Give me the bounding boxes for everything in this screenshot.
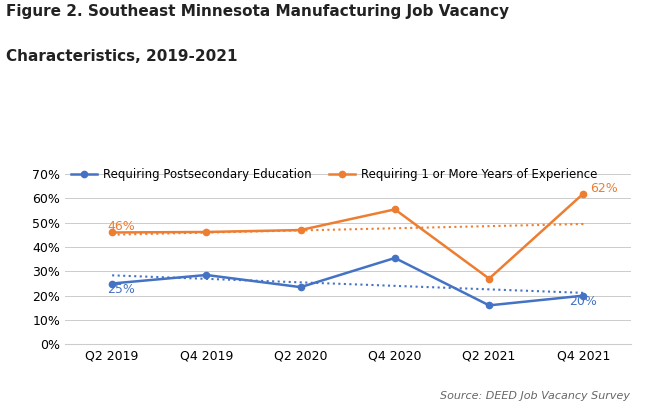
Requiring Postsecondary Education bbox=[391, 256, 399, 260]
Requiring Postsecondary Education bbox=[485, 303, 493, 308]
Line: Requiring 1 or More Years of Experience: Requiring 1 or More Years of Experience bbox=[109, 190, 586, 282]
Requiring Postsecondary Education bbox=[296, 285, 304, 290]
Text: 46%: 46% bbox=[107, 220, 135, 232]
Requiring 1 or More Years of Experience bbox=[580, 191, 588, 196]
Text: Source: DEED Job Vacancy Survey: Source: DEED Job Vacancy Survey bbox=[441, 391, 630, 401]
Requiring 1 or More Years of Experience bbox=[391, 207, 399, 212]
Requiring 1 or More Years of Experience bbox=[203, 230, 211, 234]
Text: 25%: 25% bbox=[107, 283, 135, 296]
Requiring Postsecondary Education bbox=[580, 293, 588, 298]
Text: Figure 2. Southeast Minnesota Manufacturing Job Vacancy: Figure 2. Southeast Minnesota Manufactur… bbox=[6, 4, 510, 19]
Text: Characteristics, 2019-2021: Characteristics, 2019-2021 bbox=[6, 49, 238, 64]
Text: 62%: 62% bbox=[590, 182, 618, 195]
Requiring Postsecondary Education bbox=[203, 273, 211, 277]
Requiring Postsecondary Education bbox=[108, 281, 116, 286]
Text: 20%: 20% bbox=[569, 295, 597, 308]
Requiring 1 or More Years of Experience bbox=[296, 228, 304, 232]
Requiring 1 or More Years of Experience bbox=[108, 230, 116, 235]
Legend: Requiring Postsecondary Education, Requiring 1 or More Years of Experience: Requiring Postsecondary Education, Requi… bbox=[71, 168, 597, 181]
Line: Requiring Postsecondary Education: Requiring Postsecondary Education bbox=[109, 255, 586, 309]
Requiring 1 or More Years of Experience bbox=[485, 276, 493, 281]
